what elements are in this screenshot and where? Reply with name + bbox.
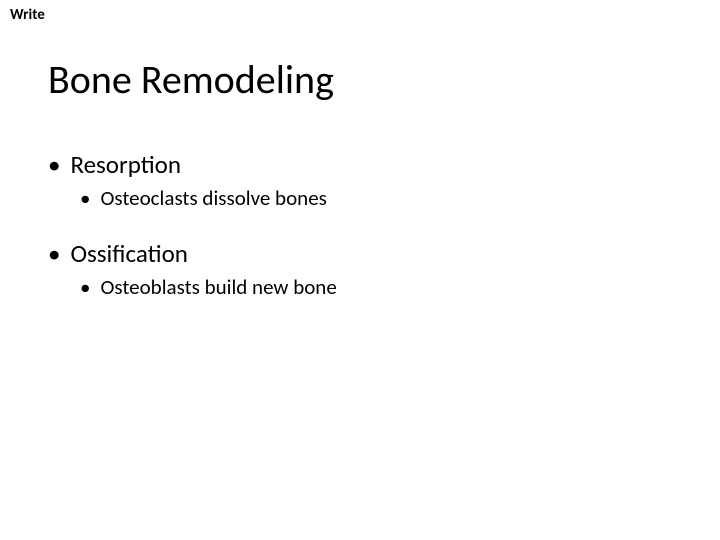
bullet-dot-icon: •: [48, 150, 60, 180]
bullet-level2: • Osteoclasts dissolve bones: [80, 186, 668, 211]
bullet-level2-text: Osteoclasts dissolve bones: [100, 186, 668, 211]
slide: Write Bone Remodeling • Resorption • Osteoc…: [0, 0, 720, 540]
slide-title: Bone Remodeling: [48, 55, 334, 104]
bullet-level1: • Resorption: [48, 150, 668, 180]
bullet-dot-icon: •: [48, 239, 60, 269]
bullet-dot-icon: •: [80, 275, 90, 300]
bullet-level1: • Ossification: [48, 239, 668, 269]
bullet-level2-text: Osteoblasts build new bone: [100, 275, 668, 300]
bullet-level1-text: Resorption: [70, 150, 668, 180]
bullet-dot-icon: •: [80, 186, 90, 211]
bullet-level1-text: Ossification: [70, 239, 668, 269]
bullet-level2: • Osteoblasts build new bone: [80, 275, 668, 300]
body-list: • Resorption • Osteoclasts dissolve bones • O…: [48, 150, 668, 300]
corner-annotation: Write: [10, 6, 45, 24]
